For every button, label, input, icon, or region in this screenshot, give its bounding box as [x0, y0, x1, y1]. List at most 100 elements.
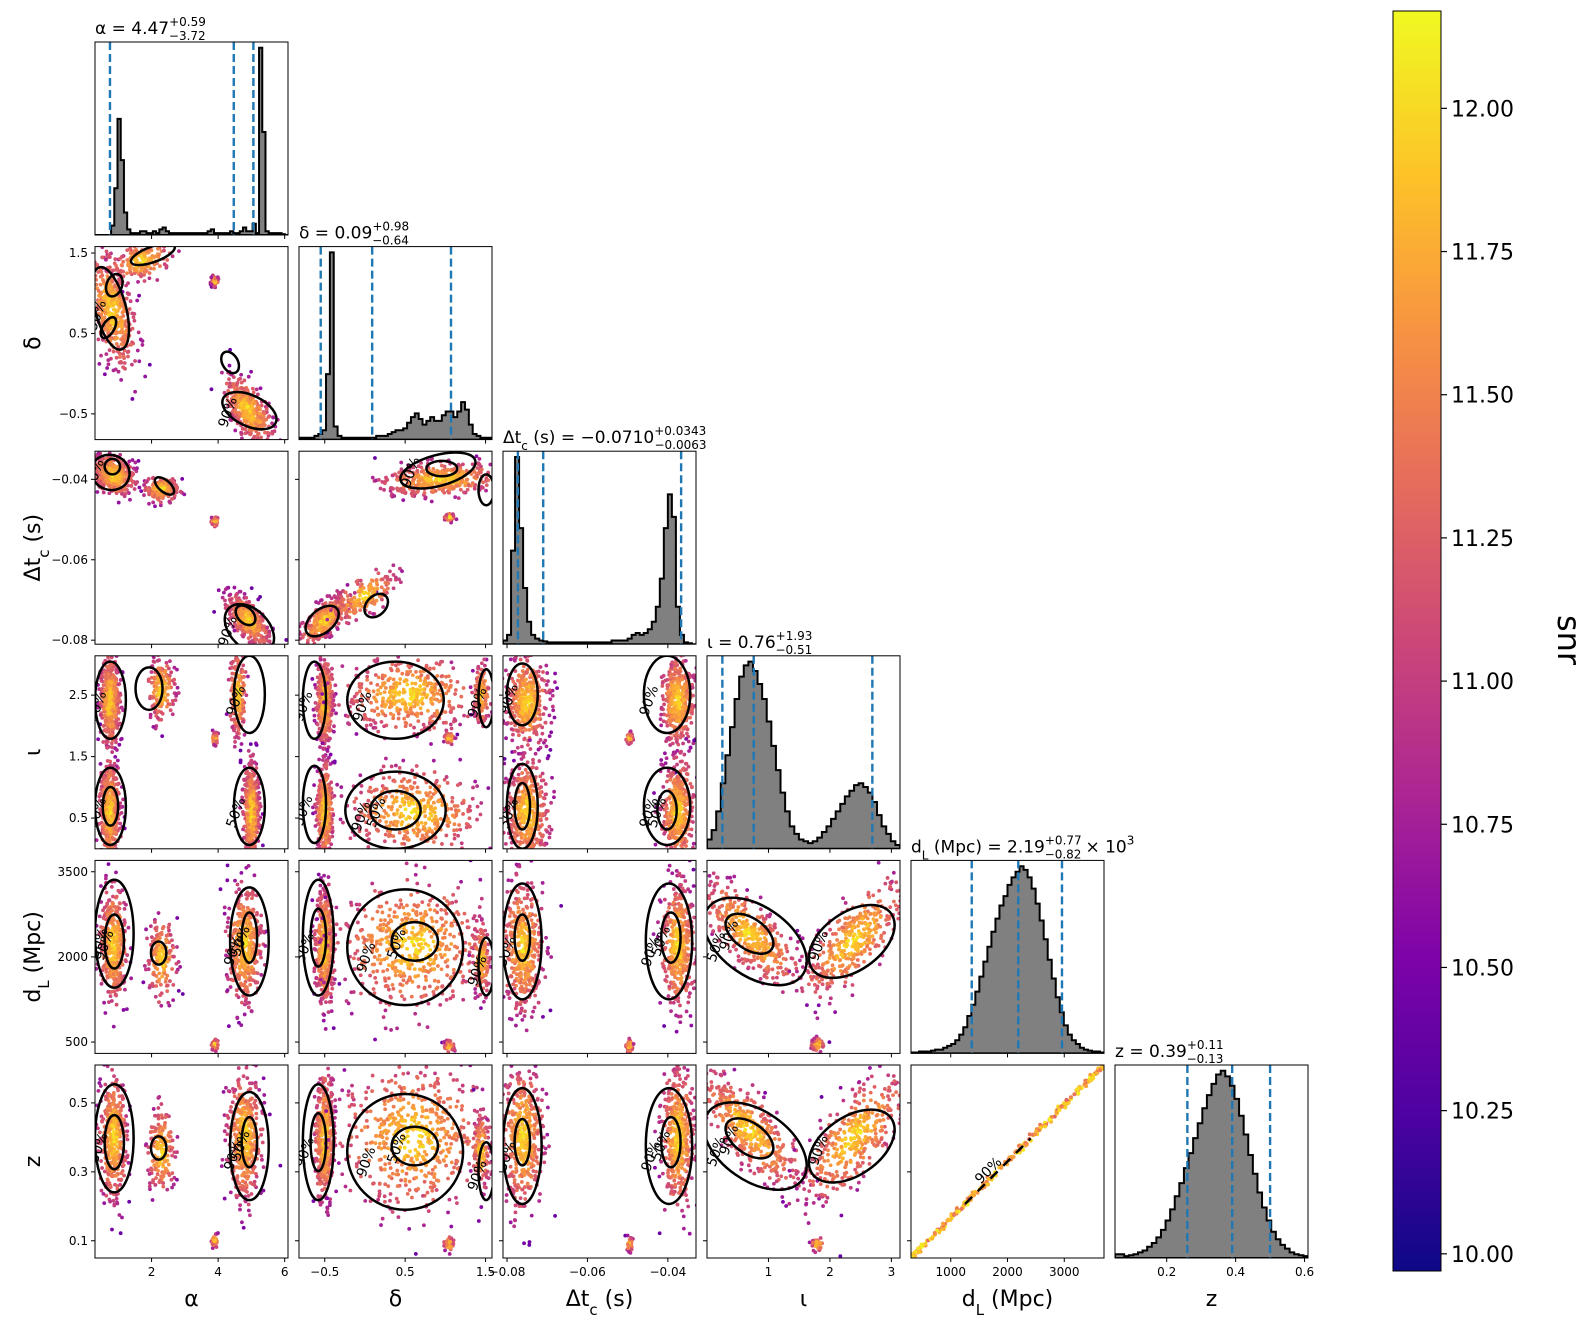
scatter-point	[109, 803, 114, 808]
scatter-point	[503, 459, 507, 463]
scatter-point	[100, 246, 105, 250]
scatter-point	[265, 430, 270, 435]
scatter-point	[135, 480, 140, 484]
scatter-point	[434, 477, 438, 482]
scatter-point	[251, 827, 256, 832]
scatter-point	[420, 477, 425, 482]
scatter-point	[252, 401, 257, 406]
scatter-point	[233, 409, 238, 414]
scatter-point	[263, 444, 267, 448]
scatter-point	[106, 682, 111, 686]
scatter-point	[227, 377, 231, 382]
scatter-point	[231, 625, 236, 629]
scatter-point	[113, 830, 118, 835]
scatter-alpha-dtc: 90%90%	[90, 451, 288, 651]
scatter-point	[110, 298, 115, 302]
scatter-point	[142, 493, 146, 498]
scatter-point	[114, 676, 119, 681]
scatter-point	[270, 647, 274, 651]
scatter-point	[122, 361, 127, 365]
scatter-point	[90, 472, 94, 476]
scatter-point	[246, 749, 251, 753]
scatter-point	[251, 390, 256, 395]
scatter-point	[147, 492, 151, 497]
scatter-point	[233, 724, 238, 729]
scatter-point	[383, 580, 388, 585]
contour-line	[304, 604, 340, 638]
scatter-point	[86, 291, 90, 295]
scatter-point	[252, 807, 257, 811]
scatter-point	[245, 629, 250, 634]
scatter-point	[247, 640, 252, 645]
scatter-point	[354, 579, 359, 584]
scatter-point	[109, 655, 114, 660]
scatter-point	[165, 698, 170, 703]
scatter-point	[121, 314, 126, 318]
scatter-point	[133, 389, 138, 394]
scatter-point	[135, 348, 140, 353]
histogram-dtc	[503, 455, 696, 645]
scatter-point	[398, 566, 402, 571]
scatter-point	[255, 813, 260, 817]
scatter-point	[143, 488, 147, 493]
scatter-point	[167, 681, 172, 686]
scatter-point	[443, 471, 448, 476]
scatter-point	[267, 629, 272, 634]
scatter-point	[229, 404, 234, 409]
scatter-point	[498, 480, 502, 484]
scatter-point	[336, 621, 341, 626]
scatter-point	[109, 741, 114, 746]
scatter-point	[117, 476, 122, 481]
scatter-point	[118, 330, 123, 335]
scatter-point	[335, 627, 340, 631]
scatter-point	[505, 463, 509, 467]
scatter-point	[317, 628, 322, 633]
scatter-point	[104, 676, 108, 681]
scatter-point	[385, 586, 390, 591]
scatter-point	[235, 731, 239, 735]
scatter-point	[110, 291, 115, 296]
scatter-point	[110, 873, 114, 877]
scatter-point	[90, 274, 94, 278]
scatter-point	[374, 567, 378, 572]
scatter-point	[437, 477, 442, 482]
scatter-point	[180, 477, 185, 481]
scatter-point	[236, 683, 241, 688]
scatter-point	[344, 620, 349, 625]
scatter-point	[228, 714, 233, 718]
scatter-point	[108, 793, 113, 798]
scatter-point	[99, 700, 103, 705]
scatter-point	[246, 445, 250, 449]
scatter-point	[108, 759, 113, 764]
scatter-point	[244, 626, 249, 631]
scatter-point	[354, 599, 359, 603]
scatter-point	[99, 678, 104, 683]
scatter-point	[144, 479, 149, 484]
scatter-point	[107, 348, 112, 353]
contour-line	[234, 604, 257, 627]
scatter-point	[98, 291, 103, 296]
scatter-point	[263, 630, 268, 635]
scatter-point	[133, 359, 137, 363]
scatter-point	[315, 675, 320, 680]
scatter-point	[125, 258, 130, 262]
scatter-point	[100, 640, 104, 644]
scatter-point	[332, 594, 337, 599]
scatter-point	[88, 249, 92, 253]
scatter-point	[99, 691, 104, 696]
scatter-point	[152, 710, 157, 715]
panel-frame	[94, 450, 289, 645]
scatter-point	[89, 278, 93, 282]
scatter-point	[456, 496, 461, 501]
scatter-point	[259, 403, 264, 408]
scatter-point	[123, 242, 127, 246]
scatter-point	[100, 273, 105, 278]
scatter-point	[249, 758, 254, 763]
scatter-point	[246, 775, 251, 780]
scatter-point	[132, 487, 137, 491]
scatter-point	[167, 673, 172, 678]
scatter-point	[114, 342, 119, 346]
scatter-point	[151, 659, 156, 664]
scatter-point	[101, 775, 106, 780]
scatter-point	[240, 795, 245, 800]
